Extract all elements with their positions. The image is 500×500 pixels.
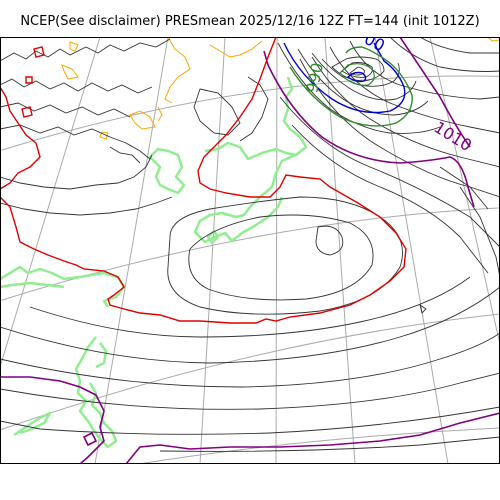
isobar-1010-box <box>82 431 98 447</box>
meridian-line <box>324 37 356 464</box>
isobar-1010-lines <box>0 37 500 464</box>
coastline-island <box>148 147 186 195</box>
isobar-990 <box>289 46 413 127</box>
isobar-1020-box-3 <box>25 76 33 84</box>
meridian-line <box>94 37 169 464</box>
coastline-north <box>204 76 308 161</box>
meridian-line <box>429 37 500 347</box>
isobar-1020-box-1 <box>21 106 33 118</box>
isobars <box>0 37 500 452</box>
coastline-south-2 <box>95 342 108 369</box>
graticule <box>0 37 500 464</box>
isobar-1010-west <box>0 376 105 464</box>
meridian-line <box>374 37 449 464</box>
isobar-low-small-2 <box>339 63 375 86</box>
coastline-peninsula <box>193 153 296 244</box>
contour-label-990: 990 <box>302 61 327 95</box>
terrain-contours <box>61 37 500 140</box>
isobar-1020-northwest <box>0 86 41 190</box>
coastlines <box>0 76 308 449</box>
pressure-map: 990 1010 00 <box>0 37 500 464</box>
parallel-line <box>0 207 500 302</box>
isobar-1020-lines <box>0 37 407 324</box>
isobar-1010-south <box>125 412 500 464</box>
parallel-line <box>135 427 500 464</box>
parallel-line <box>0 75 500 152</box>
isobar-1020-high <box>0 37 407 324</box>
meridian-line <box>199 37 226 464</box>
isobar-1020-box-2 <box>33 46 45 58</box>
isobar-low-inner <box>283 42 406 114</box>
low-pressure-center <box>283 42 413 127</box>
coastline-west-2 <box>0 281 65 289</box>
isobar-1010-northeast <box>399 37 471 148</box>
isobar-low-small <box>346 71 367 83</box>
coastline-southwest <box>13 411 52 437</box>
map-title: NCEP(See disclaimer) PRESmean 2025/12/16… <box>20 14 480 29</box>
coastline-west <box>0 265 126 308</box>
parallel-line <box>0 313 500 431</box>
isobar-1010-north <box>263 50 475 208</box>
contour-label-1000-partial: 00 <box>361 37 388 55</box>
meridian-line <box>0 37 101 368</box>
map-frame: 990 1010 00 <box>0 37 500 464</box>
coastline-south <box>74 336 118 449</box>
meridian-line <box>275 37 278 464</box>
